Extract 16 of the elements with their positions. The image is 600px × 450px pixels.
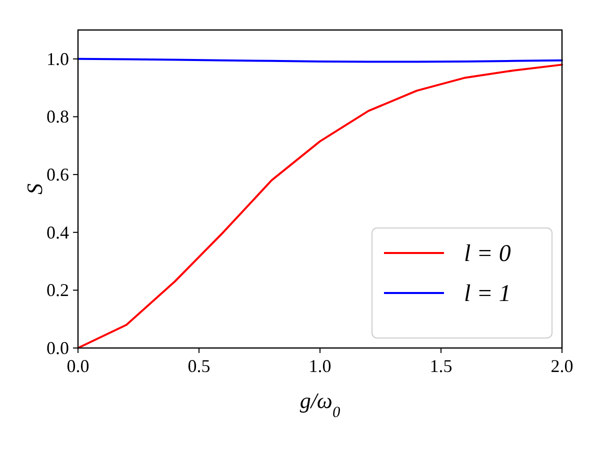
x-tick-label: 0.5 [188,356,210,376]
y-tick-label: 0.0 [46,338,69,358]
y-tick-label: 0.4 [46,222,69,242]
x-axis-title: g/ω$_{0}$ [300,388,340,420]
y-tick-label: 0.6 [46,164,69,185]
y-axis-title: S [22,184,47,194]
legend-label: l = 0 [464,241,511,267]
x-tick-label: 1.0 [308,356,332,376]
y-tick-label: 1.0 [46,48,69,69]
x-tick-label: 1.5 [430,356,452,376]
legend-label: l = 1 [464,281,511,307]
y-tick-label: 0.2 [46,280,69,300]
x-tick-label: 0.0 [66,356,90,376]
line-series [77,64,563,349]
x-tick-label: 2.0 [550,356,574,376]
y-tick-label: 0.8 [46,106,69,127]
